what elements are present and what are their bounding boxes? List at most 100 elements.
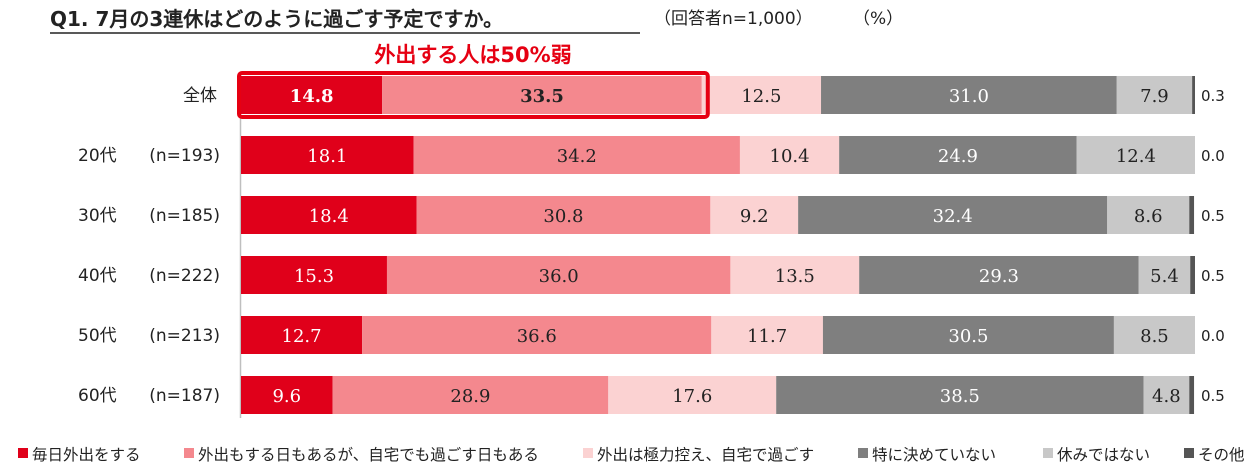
data-label: 32.4 [933, 206, 973, 227]
category-label: 60代 [78, 386, 117, 406]
category-label: 30代 [78, 206, 117, 226]
bar-row: 全体 14.8 33.5 12.5 31.0 7.9 0.3 [183, 76, 1225, 114]
legend-item: 休みではない [1043, 446, 1150, 464]
data-label: 5.4 [1150, 266, 1179, 287]
bar-segment [710, 196, 799, 234]
data-label: 8.6 [1134, 206, 1163, 227]
data-label: 30.8 [543, 206, 583, 227]
legend-item: 毎日外出をする [18, 446, 141, 464]
bar-segment [701, 76, 822, 114]
bar-row: 30代 (n=185) 18.4 30.8 9.2 32.4 8.6 0.5 [78, 196, 1225, 234]
legend-label: 休みではない [1057, 446, 1150, 464]
data-label: 36.6 [517, 326, 557, 347]
bar-segment [386, 256, 731, 294]
bar-segment [608, 376, 777, 414]
data-label: 8.5 [1140, 326, 1169, 347]
data-label: 10.4 [770, 146, 810, 167]
bar-segment [839, 136, 1077, 174]
bar-segment [711, 316, 823, 354]
bar-row: 20代 (n=193) 18.1 34.2 10.4 24.9 12.4 0.0 [78, 136, 1225, 174]
data-label: 24.9 [938, 146, 978, 167]
title-group: Q1. 7月の3連休はどのように過ごす予定ですか。 （回答者n=1,000） （… [50, 7, 903, 34]
data-label: 17.6 [672, 386, 712, 407]
category-label: 50代 [78, 326, 117, 346]
data-label: 13.5 [775, 266, 815, 287]
data-label: 29.3 [979, 266, 1019, 287]
bar-segment [241, 76, 383, 114]
legend-swatch [858, 448, 868, 458]
bar-segment [730, 256, 860, 294]
category-label: 40代 [78, 266, 117, 286]
data-label: 9.6 [272, 386, 301, 407]
legend-swatch [1184, 448, 1194, 458]
bar-segment [241, 136, 414, 174]
bar-segment [1190, 256, 1195, 294]
data-label: 4.8 [1152, 386, 1181, 407]
legend-item: その他 [1184, 446, 1245, 464]
bar-segment [1116, 76, 1193, 114]
bar-segment [241, 376, 333, 414]
bar-segment [1076, 136, 1195, 174]
bar-segment [776, 376, 1144, 414]
legend-label: その他 [1198, 446, 1245, 464]
legend-item: 外出は極力控え、自宅で過ごす [583, 446, 814, 464]
legend-item: 特に決めていない [858, 446, 996, 464]
legend-item: 外出もする日もあるが、自宅でも過ごす日もある [184, 446, 539, 464]
data-label-outside: 0.5 [1201, 267, 1225, 285]
respondents-note: （回答者n=1,000） [654, 9, 813, 29]
data-label: 18.1 [307, 146, 347, 167]
chart-title: Q1. 7月の3連休はどのように過ごす予定ですか。 [50, 7, 503, 31]
data-label-outside: 0.0 [1201, 147, 1225, 165]
data-label: 30.5 [948, 326, 988, 347]
bar-segment [241, 256, 387, 294]
bar-segment [332, 376, 609, 414]
data-label-outside: 0.5 [1201, 387, 1225, 405]
data-label: 15.3 [294, 266, 334, 287]
legend-label: 特に決めていない [872, 446, 996, 464]
bar-row: 60代 (n=187) 9.6 28.9 17.6 38.5 4.8 0.5 [78, 376, 1225, 414]
bar-segment [416, 196, 711, 234]
bar-segment [822, 316, 1114, 354]
data-label: 38.5 [940, 386, 980, 407]
data-label: 7.9 [1140, 86, 1169, 107]
data-label: 12.7 [282, 326, 322, 347]
legend-swatch [1043, 448, 1053, 458]
data-label: 12.4 [1116, 146, 1156, 167]
category-label-n: (n=185) [149, 206, 220, 226]
data-label-outside: 0.0 [1201, 327, 1225, 345]
bar-segment [859, 256, 1139, 294]
bar-segment [1138, 256, 1191, 294]
data-label: 12.5 [741, 86, 781, 107]
bar-segment [362, 316, 712, 354]
category-label-n: (n=187) [149, 386, 220, 406]
category-label: 20代 [78, 146, 117, 166]
bar-segment [241, 196, 417, 234]
legend-label: 外出は極力控え、自宅で過ごす [597, 446, 814, 464]
data-label: 34.2 [557, 146, 597, 167]
bar-segment [798, 196, 1108, 234]
data-label: 18.4 [309, 206, 349, 227]
category-label-n: (n=222) [149, 266, 220, 286]
unit-note: （%） [853, 9, 903, 29]
legend-label: 外出もする日もあるが、自宅でも過ごす日もある [198, 446, 539, 464]
bar-segment [1113, 316, 1195, 354]
data-label: 31.0 [949, 86, 989, 107]
highlight-annotation: 外出する人は50%弱 [374, 43, 571, 67]
data-label: 9.2 [740, 206, 769, 227]
category-label-n: (n=213) [149, 326, 220, 346]
legend-swatch [583, 448, 593, 458]
data-label: 33.5 [520, 86, 564, 107]
bar-row: 50代 (n=213) 12.7 36.6 11.7 30.5 8.5 0.0 [78, 316, 1225, 354]
bar-segment [382, 76, 702, 114]
data-label-outside: 0.5 [1201, 207, 1225, 225]
data-label: 14.8 [290, 86, 334, 107]
bar-row: 40代 (n=222) 15.3 36.0 13.5 29.3 5.4 0.5 [78, 256, 1225, 294]
bar-segment [739, 136, 840, 174]
bar-segment [1107, 196, 1190, 234]
legend-swatch [18, 448, 28, 458]
data-label-outside: 0.3 [1201, 87, 1225, 105]
bar-segment [1192, 76, 1195, 114]
category-label-n: (n=193) [149, 146, 220, 166]
bar-segment [1143, 376, 1190, 414]
